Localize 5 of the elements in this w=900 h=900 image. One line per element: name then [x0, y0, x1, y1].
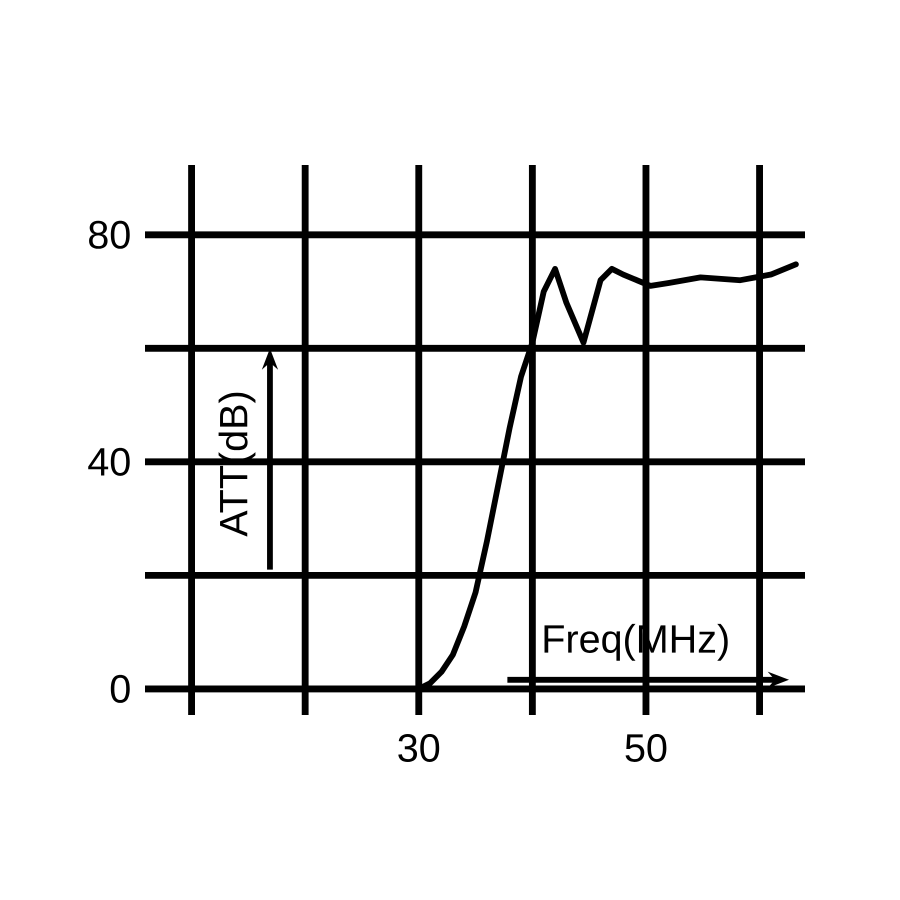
y-tick-label: 40: [88, 448, 130, 476]
x-tick-label: 50: [626, 734, 666, 762]
y-tick-label: 0: [110, 674, 130, 703]
y-tick-label: 80: [89, 220, 130, 249]
x-tick-label: 30: [398, 734, 440, 762]
